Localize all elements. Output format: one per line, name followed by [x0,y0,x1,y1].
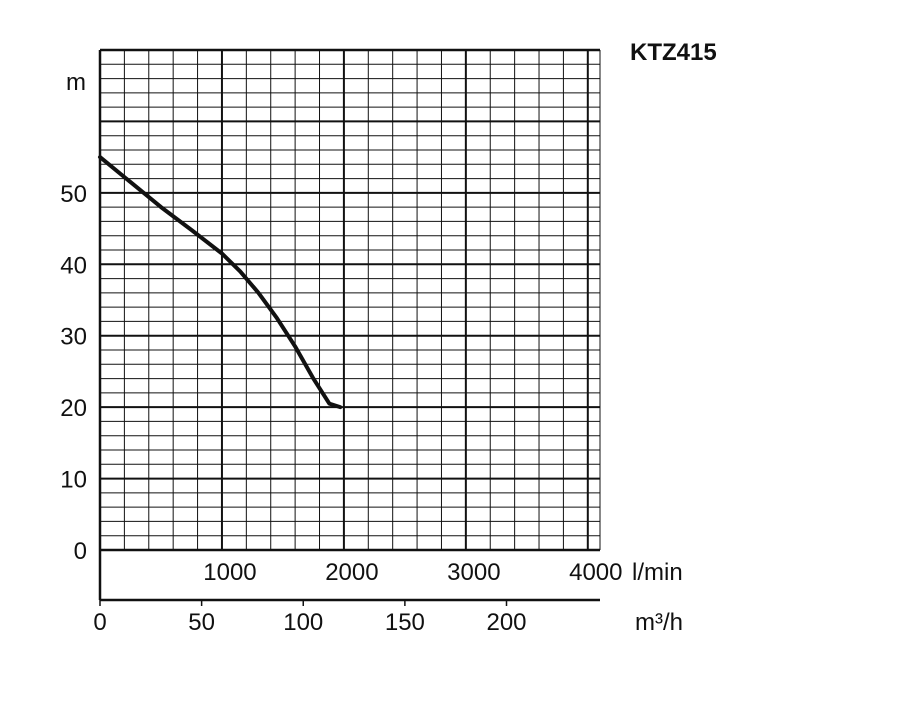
secondary-x-tick-label: 100 [283,609,323,636]
y-axis-unit-label: m [66,69,86,96]
y-tick-label: 40 [60,252,87,279]
minor-gridlines [100,50,600,550]
x-tick-label: 1000 [203,559,256,586]
x-tick-label: 2000 [325,559,378,586]
pump-curve-line [100,157,340,407]
secondary-x-tick-label: 200 [486,609,526,636]
y-tick-label: 10 [60,467,87,494]
secondary-x-tick-label: 50 [188,609,215,636]
x-axis-unit-label: l/min [632,559,683,586]
y-tick-label: 0 [74,538,87,565]
chart-title: KTZ415 [630,39,717,66]
x-tick-label: 3000 [447,559,500,586]
major-gridlines [100,50,600,550]
x-tick-label: 4000 [569,559,622,586]
series-layer [100,157,340,407]
secondary-x-tick-label: 0 [93,609,106,636]
plot-frame [100,50,600,606]
y-tick-label: 50 [60,181,87,208]
y-tick-label: 20 [60,395,87,422]
y-tick-label: 30 [60,324,87,351]
secondary-x-tick-label: 150 [385,609,425,636]
x-axis-secondary-unit-label: m³/h [635,609,683,636]
